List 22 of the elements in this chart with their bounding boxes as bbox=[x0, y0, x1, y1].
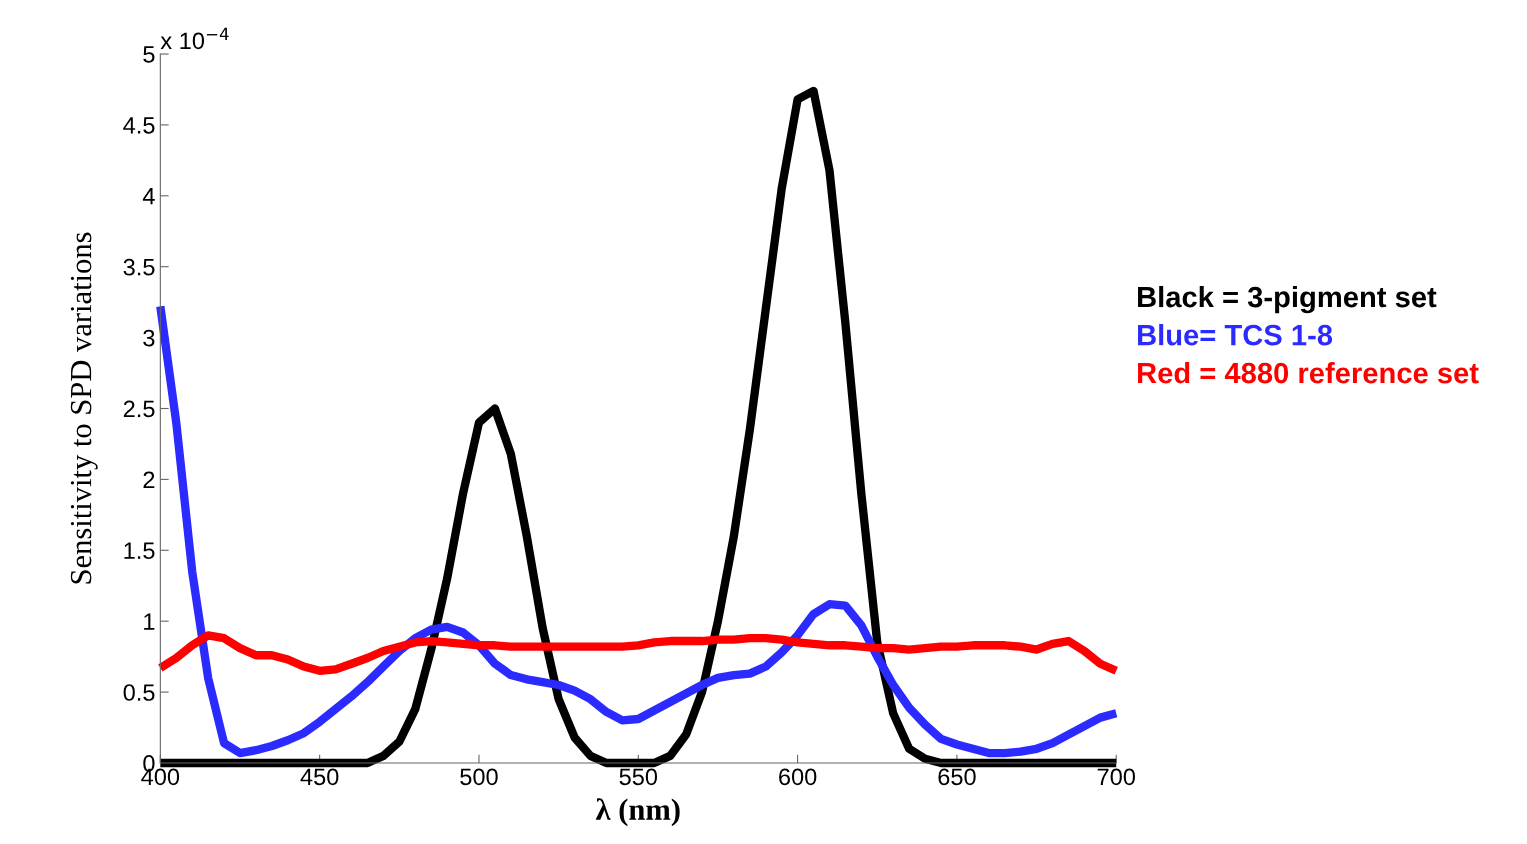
text: Red = 4880 reference set bbox=[1138, 361, 1479, 384]
text: Black = 3-pigment set bbox=[1138, 285, 1437, 314]
y-tick-label: 3.5 bbox=[123, 258, 155, 276]
x-tick-label: 550 bbox=[619, 768, 658, 786]
text: Blue= TCS 1-8 bbox=[1138, 324, 1333, 346]
x-tick-label: 700 bbox=[1097, 768, 1136, 786]
x-tick-label: 600 bbox=[779, 768, 817, 786]
y-axis-title: Sensitivity to SPD variations bbox=[70, 232, 98, 584]
y-tick-label: 4 bbox=[142, 188, 155, 205]
y-tick-label: 3 bbox=[143, 329, 155, 347]
text: x 10$^{−4}$ bbox=[160, 27, 229, 50]
y-tick-label: 0.5 bbox=[123, 684, 155, 701]
x-tick-label: 450 bbox=[300, 768, 339, 786]
y-tick-label: 4.5 bbox=[123, 117, 155, 134]
y-tick-label: 2 bbox=[143, 471, 155, 488]
y-tick-label: 1 bbox=[144, 613, 155, 630]
x-axis-title: λ (nm) bbox=[595, 798, 680, 827]
x-tick-label: 500 bbox=[460, 768, 498, 786]
x-tick-label: 650 bbox=[938, 768, 976, 786]
y-tick-label: 5 bbox=[143, 46, 155, 63]
y-tick-label: 2.5 bbox=[123, 400, 155, 418]
y-tick-label: 1.5 bbox=[124, 542, 155, 560]
